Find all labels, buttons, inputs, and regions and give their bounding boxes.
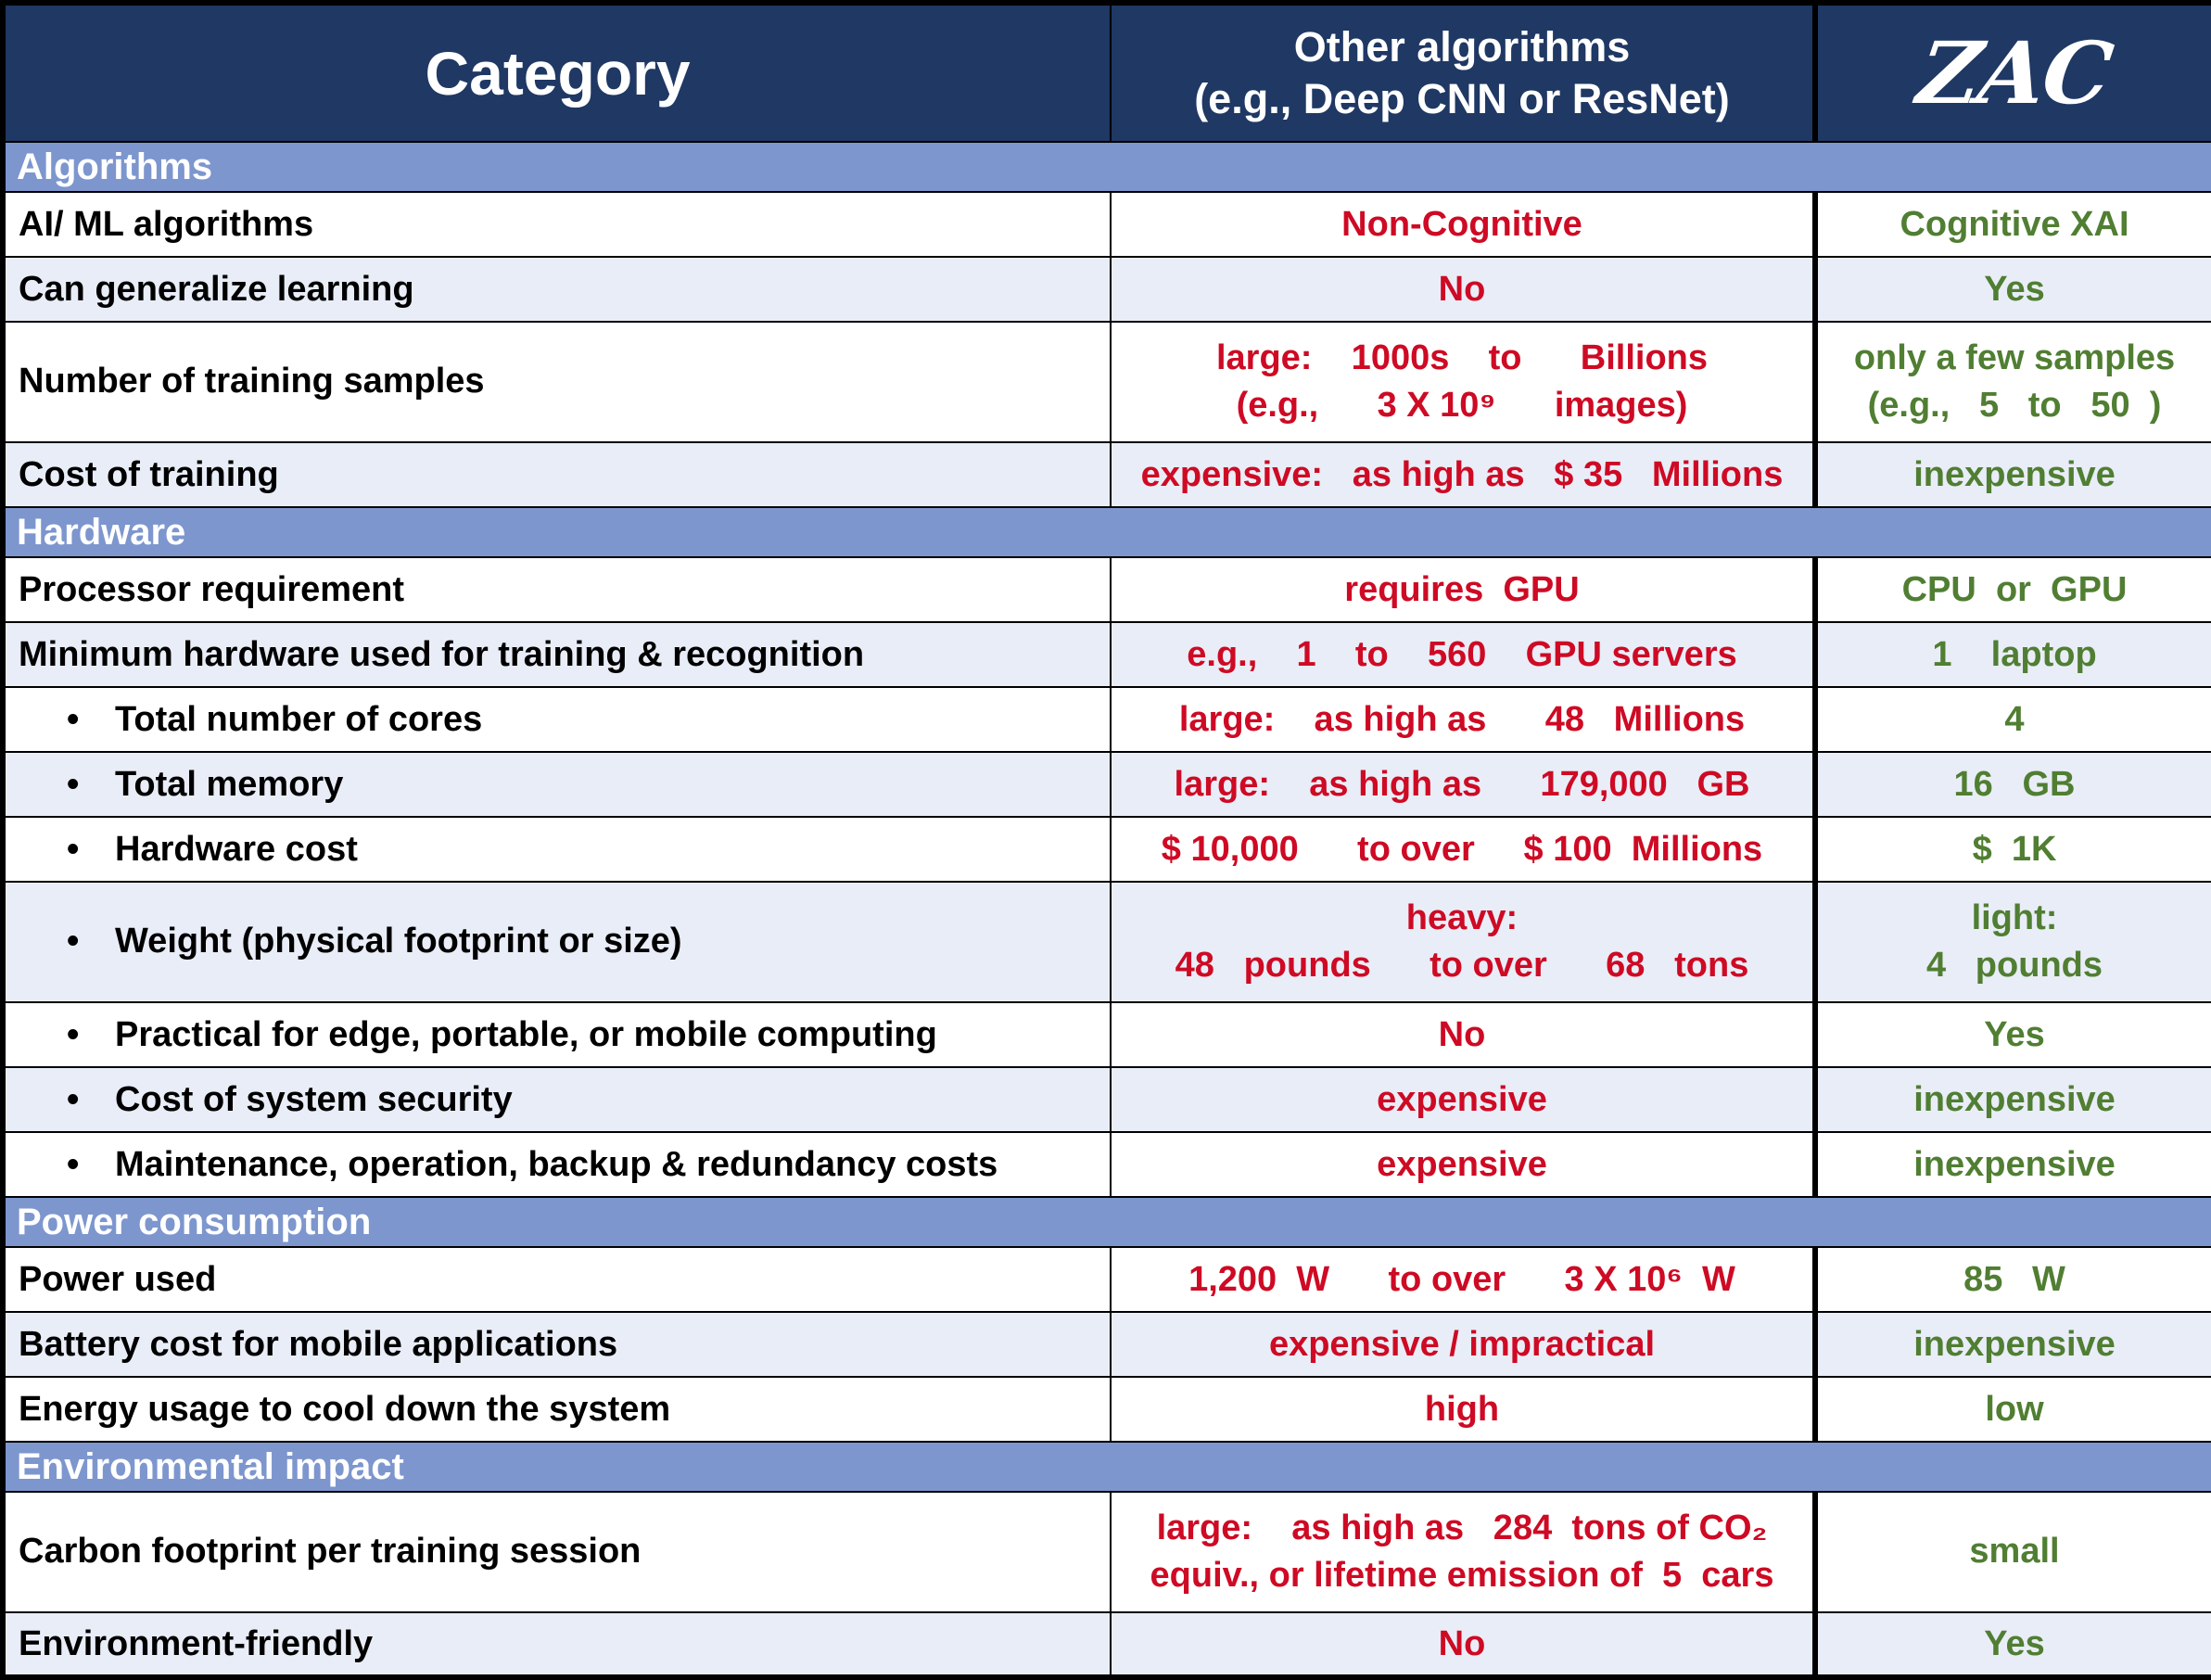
zac-value-cell: inexpensive <box>1812 441 2211 508</box>
other-value-cell: expensive <box>1110 1131 1816 1198</box>
row-battery-cost: Battery cost for mobile applications exp… <box>2 1311 2211 1378</box>
zac-logo: ZAC <box>1912 23 2117 123</box>
header-other-algorithms: Other algorithms (e.g., Deep CNN or ResN… <box>1110 2 1816 143</box>
zac-value-cell: small <box>1812 1491 2211 1613</box>
other-value-cell: Non-Cognitive <box>1110 191 1816 258</box>
other-value-cell: requires GPU <box>1110 556 1816 623</box>
other-value-cell: large: 1000s to Billions (e.g., 3 X 10⁹ … <box>1110 321 1816 443</box>
zac-value-cell: inexpensive <box>1812 1131 2211 1198</box>
category-cell: Total memory <box>2 751 1112 818</box>
zac-value-cell: $ 1K <box>1812 816 2211 883</box>
section-row-algorithms: Algorithms <box>2 141 2211 193</box>
zac-value-cell: low <box>1812 1376 2211 1443</box>
zac-value-cell: only a few samples (e.g., 5 to 50 ) <box>1812 321 2211 443</box>
category-cell: Total number of cores <box>2 686 1112 753</box>
zac-value-cell: Yes <box>1812 1001 2211 1068</box>
category-cell: Environment-friendly <box>2 1611 1112 1678</box>
zac-value-cell: 85 W <box>1812 1246 2211 1313</box>
row-cooling-energy: Energy usage to cool down the system hig… <box>2 1376 2211 1443</box>
header-zac: ZAC <box>1812 2 2211 143</box>
category-cell: Processor requirement <box>2 556 1112 623</box>
zac-value-cell: 16 GB <box>1812 751 2211 818</box>
row-minimum-hardware: Minimum hardware used for training & rec… <box>2 621 2211 688</box>
other-value-cell: 1,200 W to over 3 X 10⁶ W <box>1110 1246 1816 1313</box>
zac-value-cell: Cognitive XAI <box>1812 191 2211 258</box>
zac-value-cell: 4 <box>1812 686 2211 753</box>
category-cell: Can generalize learning <box>2 256 1112 323</box>
category-cell: Battery cost for mobile applications <box>2 1311 1112 1378</box>
other-value-cell: e.g., 1 to 560 GPU servers <box>1110 621 1816 688</box>
category-cell: Minimum hardware used for training & rec… <box>2 621 1112 688</box>
category-cell: Number of training samples <box>2 321 1112 443</box>
zac-value-cell: inexpensive <box>1812 1066 2211 1133</box>
other-value-cell: expensive: as high as $ 35 Millions <box>1110 441 1816 508</box>
row-generalize-learning: Can generalize learning No Yes <box>2 256 2211 323</box>
zac-value-cell: Yes <box>1812 1611 2211 1678</box>
category-cell: Energy usage to cool down the system <box>2 1376 1112 1443</box>
other-value-cell: expensive <box>1110 1066 1816 1133</box>
row-ai-ml-algorithms: AI/ ML algorithms Non-Cognitive Cognitiv… <box>2 191 2211 258</box>
row-weight: Weight (physical footprint or size) heav… <box>2 881 2211 1003</box>
other-value-cell: high <box>1110 1376 1816 1443</box>
section-row-hardware: Hardware <box>2 506 2211 558</box>
category-cell: Weight (physical footprint or size) <box>2 881 1112 1003</box>
section-row-power-consumption: Power consumption <box>2 1196 2211 1248</box>
category-cell: AI/ ML algorithms <box>2 191 1112 258</box>
category-cell: Cost of training <box>2 441 1112 508</box>
zac-value-cell: inexpensive <box>1812 1311 2211 1378</box>
row-carbon-footprint: Carbon footprint per training session la… <box>2 1491 2211 1613</box>
other-value-cell: No <box>1110 256 1816 323</box>
row-cost-of-training: Cost of training expensive: as high as $… <box>2 441 2211 508</box>
row-power-used: Power used 1,200 W to over 3 X 10⁶ W 85 … <box>2 1246 2211 1313</box>
other-value-cell: large: as high as 284 tons of CO₂ equiv.… <box>1110 1491 1816 1613</box>
other-value-cell: large: as high as 179,000 GB <box>1110 751 1816 818</box>
row-environment-friendly: Environment-friendly No Yes <box>2 1611 2211 1678</box>
other-value-cell: heavy: 48 pounds to over 68 tons <box>1110 881 1816 1003</box>
category-cell: Practical for edge, portable, or mobile … <box>2 1001 1112 1068</box>
other-value-cell: No <box>1110 1611 1816 1678</box>
row-training-samples: Number of training samples large: 1000s … <box>2 321 2211 443</box>
other-value-cell: expensive / impractical <box>1110 1311 1816 1378</box>
row-processor-requirement: Processor requirement requires GPU CPU o… <box>2 556 2211 623</box>
row-maintenance-costs: Maintenance, operation, backup & redunda… <box>2 1131 2211 1198</box>
section-label: Hardware <box>2 506 2211 558</box>
other-value-cell: $ 10,000 to over $ 100 Millions <box>1110 816 1816 883</box>
header-row: Category Other algorithms (e.g., Deep CN… <box>2 2 2211 143</box>
category-cell: Power used <box>2 1246 1112 1313</box>
section-label: Environmental impact <box>2 1441 2211 1493</box>
category-cell: Carbon footprint per training session <box>2 1491 1112 1613</box>
row-system-security-cost: Cost of system security expensive inexpe… <box>2 1066 2211 1133</box>
section-row-environmental-impact: Environmental impact <box>2 1441 2211 1493</box>
other-value-cell: No <box>1110 1001 1816 1068</box>
other-value-cell: large: as high as 48 Millions <box>1110 686 1816 753</box>
zac-value-cell: CPU or GPU <box>1812 556 2211 623</box>
section-label: Power consumption <box>2 1196 2211 1248</box>
category-cell: Cost of system security <box>2 1066 1112 1133</box>
row-edge-computing: Practical for edge, portable, or mobile … <box>2 1001 2211 1068</box>
header-category: Category <box>2 2 1112 143</box>
row-total-memory: Total memory large: as high as 179,000 G… <box>2 751 2211 818</box>
category-cell: Hardware cost <box>2 816 1112 883</box>
zac-value-cell: Yes <box>1812 256 2211 323</box>
row-total-cores: Total number of cores large: as high as … <box>2 686 2211 753</box>
category-cell: Maintenance, operation, backup & redunda… <box>2 1131 1112 1198</box>
row-hardware-cost: Hardware cost $ 10,000 to over $ 100 Mil… <box>2 816 2211 883</box>
section-label: Algorithms <box>2 141 2211 193</box>
zac-value-cell: 1 laptop <box>1812 621 2211 688</box>
zac-value-cell: light: 4 pounds <box>1812 881 2211 1003</box>
